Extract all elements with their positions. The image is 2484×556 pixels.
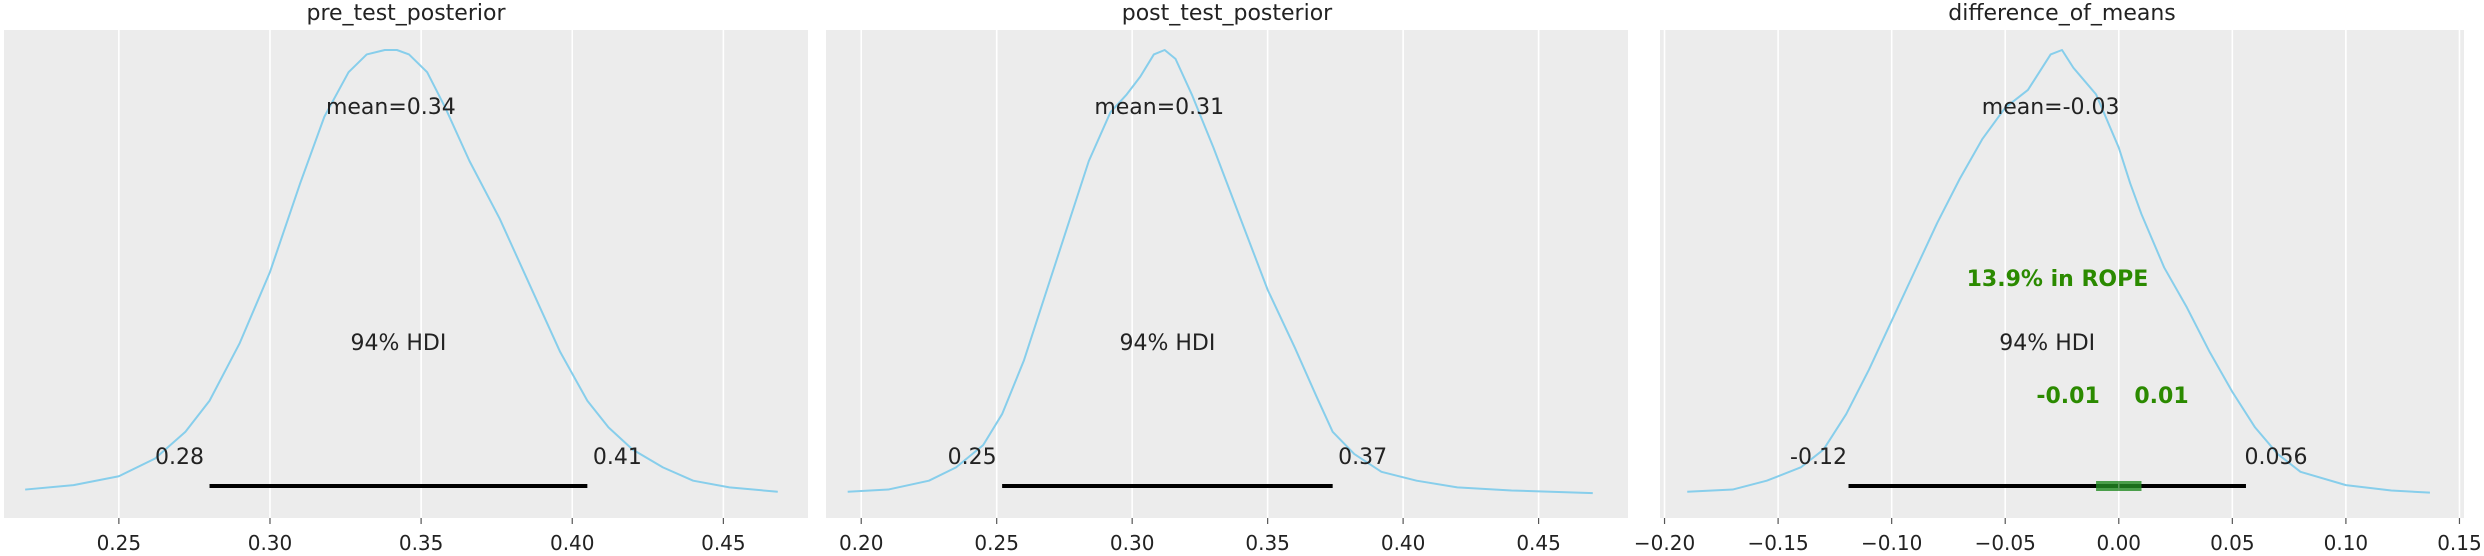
hdi-low-label: -0.12 (1790, 445, 1847, 470)
hdi-low-label: 0.25 (948, 445, 997, 470)
hdi-high-label: 0.056 (2244, 445, 2307, 470)
hdi-high-label: 0.37 (1338, 445, 1387, 470)
mean-label: mean=0.31 (1094, 95, 1224, 120)
x-tick-label: 0.20 (839, 531, 884, 552)
x-tick-label: 0.25 (97, 531, 142, 552)
x-tick-label: 0.45 (1516, 531, 1561, 552)
hdi-high-label: 0.41 (593, 445, 642, 470)
rope-percent-label: 13.9% in ROPE (1967, 267, 2149, 292)
panel-1: pre_test_posterior 0.25 0.30 0.35 0.40 0.45 me… (4, 1, 808, 555)
panel-3: difference_of_means −0.20 −0.15 −0.10 −0.05 0… (1634, 1, 2482, 555)
density-line (25, 49, 778, 493)
x-tick-label: 0.30 (248, 531, 293, 552)
hdi-label: 94% HDI (351, 331, 447, 356)
hdi-label: 94% HDI (1999, 331, 2095, 356)
x-tick-label: 0.40 (1381, 531, 1426, 552)
density-line (847, 49, 1593, 495)
x-tick-label: −0.20 (1634, 531, 1695, 552)
plot-area (1660, 30, 2464, 518)
plot-area (826, 30, 1628, 518)
x-tick-label: −0.10 (1861, 531, 1922, 552)
plot-area (4, 30, 808, 518)
hdi-label: 94% HDI (1119, 331, 1215, 356)
panel-2: post_test_posterior 0.20 0.25 0.30 0.35 0.40 0… (826, 1, 1628, 555)
x-tick-label: 0.10 (2324, 531, 2369, 552)
hdi-low-label: 0.28 (155, 445, 204, 470)
mean-label: mean=0.34 (326, 95, 456, 120)
x-tick-label: −0.15 (1747, 531, 1808, 552)
x-tick-label: 0.00 (2097, 531, 2142, 552)
x-tick-label: 0.30 (1110, 531, 1155, 552)
x-tick-label: 0.45 (701, 531, 746, 552)
x-tick-label: 0.05 (2210, 531, 2255, 552)
chart-title: pre_test_posterior (306, 1, 506, 26)
density-line (1687, 49, 2430, 494)
x-tick-label: −0.05 (1975, 531, 2036, 552)
chart-title: post_test_posterior (1122, 1, 1333, 26)
rope-low-label: -0.01 (2036, 384, 2099, 409)
x-tick-label: 0.15 (2437, 531, 2482, 552)
x-tick-label: 0.35 (1245, 531, 1290, 552)
x-tick-label: 0.40 (550, 531, 595, 552)
x-tick-label: 0.35 (399, 531, 444, 552)
mean-label: mean=-0.03 (1982, 95, 2120, 120)
rope-high-label: 0.01 (2134, 384, 2188, 409)
chart-title: difference_of_means (1948, 1, 2176, 26)
x-tick-label: 0.25 (974, 531, 1019, 552)
